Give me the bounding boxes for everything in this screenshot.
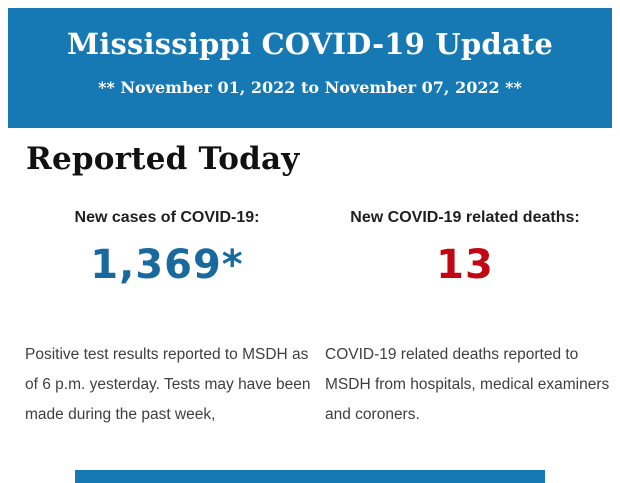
new-cases-stat: New cases of COVID-19: 1,369* [22, 208, 312, 288]
page-title: Mississippi COVID-19 Update [66, 27, 554, 61]
new-deaths-description: COVID-19 related deaths reported to MSDH… [325, 346, 610, 423]
new-deaths-value: 13 [436, 242, 494, 288]
new-cases-description: Positive test results reported to MSDH a… [25, 346, 311, 423]
header-banner: Mississippi COVID-19 Update ** November … [8, 8, 612, 128]
section-title-reported-today: Reported Today [26, 141, 300, 177]
next-section-banner-edge [75, 470, 545, 483]
new-deaths-label: New COVID-19 related deaths: [350, 209, 580, 226]
new-cases-value: 1,369* [90, 242, 244, 288]
date-range-subtitle: ** November 01, 2022 to November 07, 202… [98, 78, 522, 97]
new-deaths-stat: New COVID-19 related deaths: 13 [320, 208, 610, 288]
new-cases-label: New cases of COVID-19: [74, 209, 260, 226]
